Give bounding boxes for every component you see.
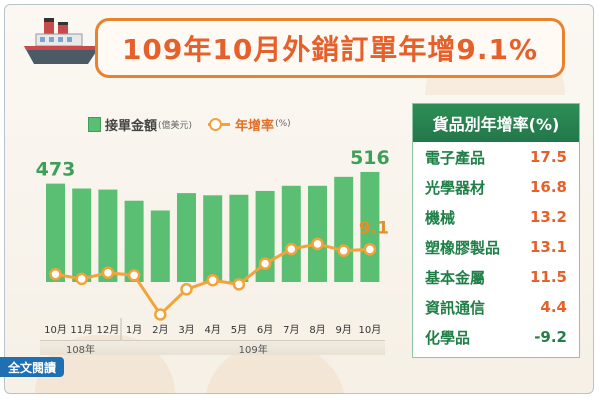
legend-bar-swatch bbox=[88, 116, 101, 132]
title-banner: 109年10月外銷訂單年增9.1% bbox=[95, 18, 565, 78]
read-full-text-button[interactable]: 全文閱讀 bbox=[0, 357, 64, 377]
table-row: 電子產品 17.5 bbox=[413, 142, 579, 172]
row-value: 13.1 bbox=[529, 238, 567, 256]
table-row: 基本金屬 11.5 bbox=[413, 262, 579, 292]
year-band-108: 108年 bbox=[40, 340, 121, 356]
row-value: 4.4 bbox=[540, 298, 567, 316]
row-value: 16.8 bbox=[529, 178, 567, 196]
table-row: 化學品 -9.2 bbox=[413, 322, 579, 352]
legend-line-swatch bbox=[208, 118, 231, 131]
row-value: 13.2 bbox=[529, 208, 567, 226]
row-label: 塑橡膠製品 bbox=[425, 238, 501, 257]
chart-legend: 接單金額 (億美元) 年增率 (%) bbox=[88, 114, 291, 134]
table-row: 資訊通信 4.4 bbox=[413, 292, 579, 322]
row-value: 11.5 bbox=[529, 268, 567, 286]
row-value: -9.2 bbox=[534, 328, 567, 346]
legend-bar-label: 接單金額 bbox=[105, 118, 158, 134]
legend-bar-unit: (億美元) bbox=[158, 120, 193, 131]
legend-line-label: 年增率 bbox=[235, 118, 275, 134]
row-label: 光學器材 bbox=[425, 178, 486, 197]
year-band-109: 109年 bbox=[121, 340, 386, 356]
row-value: 17.5 bbox=[529, 148, 567, 166]
chart-title: 109年10月外銷訂單年增9.1% bbox=[121, 33, 539, 66]
product-growth-table: 貨品別年增率(%) 電子產品 17.5 光學器材 16.8 機械 13.2 塑橡… bbox=[412, 103, 580, 358]
table-row: 機械 13.2 bbox=[413, 202, 579, 232]
row-label: 資訊通信 bbox=[425, 298, 486, 317]
ship-icon bbox=[24, 18, 100, 64]
table-row: 塑橡膠製品 13.1 bbox=[413, 232, 579, 262]
row-label: 基本金屬 bbox=[425, 268, 486, 287]
legend-line-unit: (%) bbox=[275, 119, 291, 129]
row-label: 機械 bbox=[425, 208, 456, 227]
row-label: 化學品 bbox=[425, 328, 471, 347]
row-label: 電子產品 bbox=[425, 148, 486, 167]
table-title: 貨品別年增率(%) bbox=[413, 104, 579, 142]
table-row: 光學器材 16.8 bbox=[413, 172, 579, 202]
